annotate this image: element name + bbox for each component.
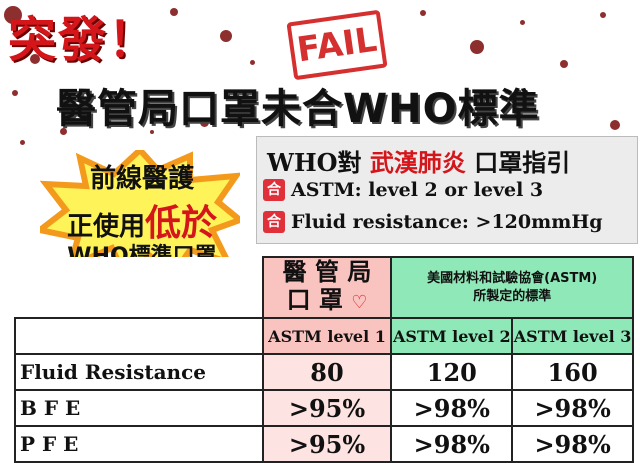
level-header: ASTM level 2 — [390, 317, 514, 355]
ha-logo-icon: ♡ — [351, 292, 368, 313]
table-row: B F E >95% >98% >98% — [14, 389, 634, 427]
level-header: ASTM level 3 — [511, 317, 634, 355]
urgent-headline: 突發！ — [8, 12, 159, 68]
callout-line1: 前線醫護 — [89, 164, 194, 194]
table-corner — [15, 257, 264, 319]
level-label-blank — [14, 317, 264, 355]
mask-standard-table: 醫 管 局 口 罩 ♡ 美國材料和試驗協會(ASTM) 所製定的標準 ASTM … — [14, 256, 634, 463]
callout-line2: 正使用低於 — [44, 194, 240, 246]
astm-header-line1: 美國材料和試驗協會(ASTM) — [427, 270, 598, 286]
row-label: Fluid Resistance — [14, 353, 264, 391]
who-row-fluid: 合 Fluid resistance: >120mmHg — [263, 211, 603, 233]
row-label: P F E — [14, 425, 264, 463]
table-cell: 120 — [390, 353, 514, 391]
fail-stamp: FAIL — [286, 9, 388, 81]
table-cell: 80 — [261, 353, 393, 391]
table-cell: >98% — [390, 425, 514, 463]
who-guideline-panel: WHO對 武漢肺炎 口罩指引 合 ASTM: level 2 or level … — [256, 136, 638, 244]
callout-line2-prefix: 正使用 — [66, 212, 145, 242]
who-title-prefix: WHO對 — [267, 148, 362, 177]
astm-header: 美國材料和試驗協會(ASTM) 所製定的標準 — [390, 256, 634, 319]
ha-mask-header: 醫 管 局 口 罩 ♡ — [261, 256, 393, 319]
table-cell: >95% — [261, 389, 393, 427]
ha-header-line2: 口 罩 ♡ — [286, 286, 368, 314]
level-header: ASTM level 1 — [261, 317, 393, 355]
who-row-text: Fluid resistance: >120mmHg — [291, 211, 603, 233]
main-headline: 醫管局口罩未合WHO標準 — [56, 86, 540, 132]
he-badge-icon: 合 — [263, 211, 285, 233]
callout-line2-red: 低於 — [145, 203, 218, 244]
who-row-text: ASTM: level 2 or level 3 — [291, 179, 544, 201]
table-row: Fluid Resistance 80 120 160 — [14, 353, 634, 391]
table-cell: 160 — [511, 353, 634, 391]
he-badge-icon: 合 — [263, 179, 285, 201]
astm-header-line2: 所製定的標準 — [473, 288, 552, 304]
table-row: P F E >95% >98% >98% — [14, 425, 634, 463]
who-panel-title: WHO對 武漢肺炎 口罩指引 — [267, 143, 570, 178]
who-title-red: 武漢肺炎 — [369, 149, 466, 177]
table-cell: >98% — [390, 389, 514, 427]
table-cell: >98% — [511, 389, 634, 427]
who-row-astm: 合 ASTM: level 2 or level 3 — [263, 179, 543, 201]
table-cell: >98% — [511, 425, 634, 463]
table-cell: >95% — [261, 425, 393, 463]
row-label: B F E — [14, 389, 264, 427]
starburst-shape — [40, 150, 240, 276]
ha-header-line1: 醫 管 局 — [282, 258, 372, 286]
who-title-suffix: 口罩指引 — [474, 149, 571, 177]
